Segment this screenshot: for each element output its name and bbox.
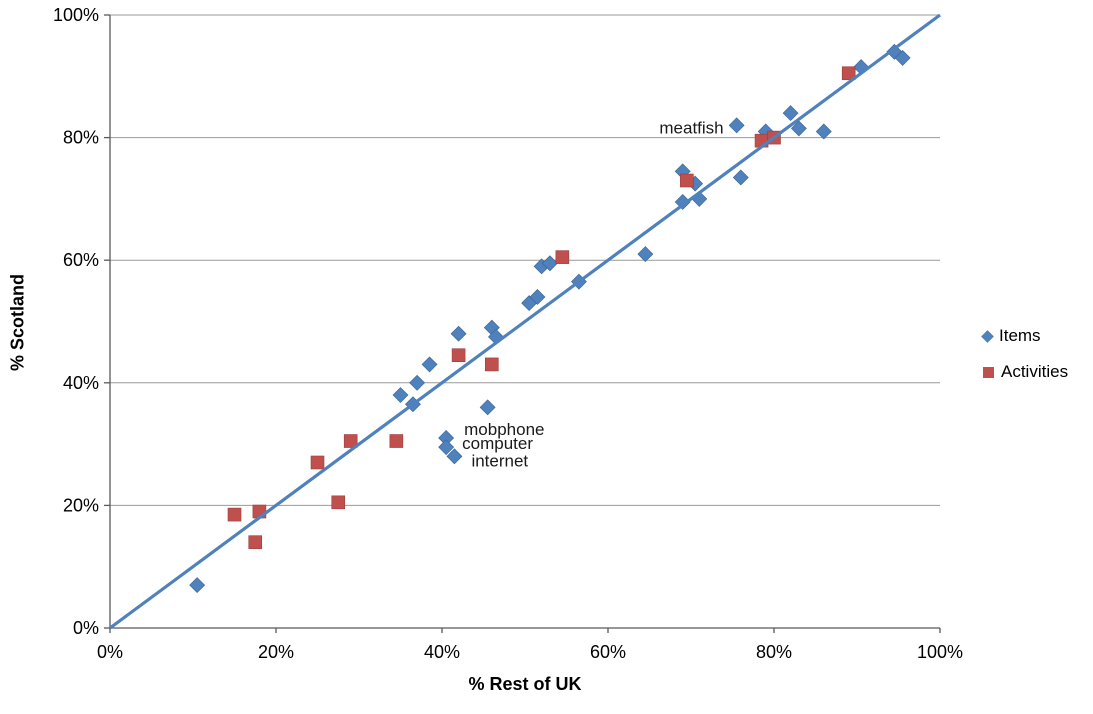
legend-label-items: Items bbox=[999, 326, 1041, 345]
items-point bbox=[392, 387, 409, 403]
items-point bbox=[446, 448, 463, 465]
activities-point bbox=[227, 507, 242, 522]
annotation-computer: computer bbox=[462, 434, 533, 453]
activities-point bbox=[248, 535, 263, 549]
activities-point bbox=[310, 455, 325, 470]
items-point bbox=[189, 577, 206, 594]
legend-label-activities: Activities bbox=[1001, 362, 1069, 381]
items-point bbox=[637, 246, 654, 262]
activities-point bbox=[484, 357, 499, 372]
annotation-meatfish: meatfish bbox=[659, 118, 723, 137]
items-point bbox=[782, 105, 799, 122]
items-point bbox=[732, 169, 749, 186]
items-point bbox=[450, 325, 467, 342]
items-point bbox=[409, 374, 426, 391]
activities-point bbox=[555, 250, 570, 264]
x-tick-label: 0% bbox=[97, 642, 123, 662]
x-tick-label: 80% bbox=[756, 642, 792, 662]
items-point bbox=[541, 255, 558, 272]
annotation-internet: internet bbox=[471, 451, 528, 470]
legend: Items Activities bbox=[981, 326, 1068, 398]
y-tick-label: 100% bbox=[53, 5, 99, 25]
activities-point bbox=[451, 348, 466, 363]
y-tick-label: 60% bbox=[63, 250, 99, 270]
items-diamond-marker-icon bbox=[981, 329, 994, 343]
items-point bbox=[728, 117, 745, 134]
y-axis-title: % Scotland bbox=[7, 274, 28, 372]
x-tick-label: 100% bbox=[917, 642, 963, 662]
trend-line bbox=[109, 13, 941, 630]
items-point bbox=[894, 49, 911, 66]
legend-item-items: Items bbox=[981, 326, 1068, 346]
activities-square-marker-icon bbox=[983, 366, 994, 378]
activities-point bbox=[841, 66, 856, 81]
items-point bbox=[790, 120, 807, 137]
y-tick-label: 20% bbox=[63, 495, 99, 515]
x-tick-label: 60% bbox=[590, 642, 626, 662]
x-tick-label: 40% bbox=[424, 642, 460, 662]
items-point bbox=[815, 123, 832, 140]
x-axis-title: % Rest of UK bbox=[468, 674, 582, 694]
y-tick-label: 40% bbox=[63, 373, 99, 393]
activities-point bbox=[680, 173, 694, 188]
annotation-mobphone: mobphone bbox=[464, 420, 544, 439]
items-point bbox=[529, 289, 546, 305]
y-tick-label: 0% bbox=[73, 618, 99, 638]
activities-point bbox=[331, 495, 346, 510]
activities-point bbox=[343, 434, 358, 448]
y-tick-label: 80% bbox=[63, 128, 99, 148]
items-point bbox=[479, 399, 496, 416]
legend-item-activities: Activities bbox=[983, 362, 1068, 382]
items-point bbox=[421, 356, 438, 373]
activities-point bbox=[389, 434, 404, 448]
items-point bbox=[438, 439, 455, 456]
x-tick-label: 20% bbox=[258, 642, 294, 662]
